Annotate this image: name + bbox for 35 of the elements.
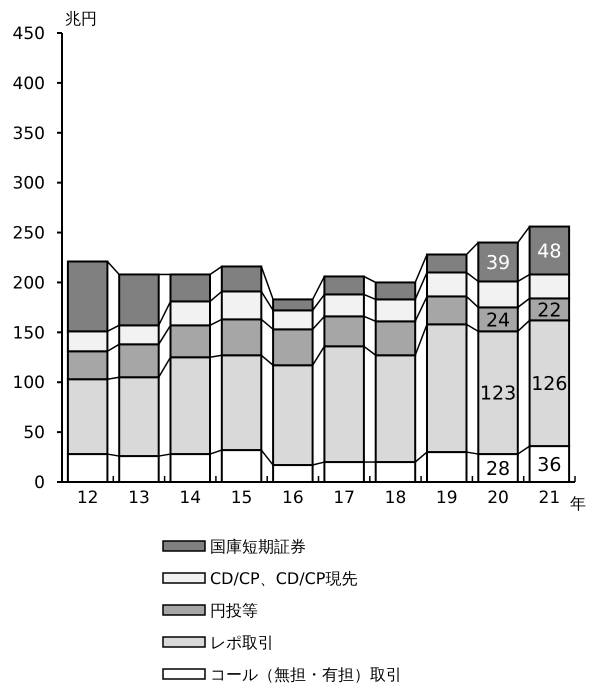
x-tick-label: 17 <box>333 488 355 508</box>
x-tick-label: 18 <box>384 488 406 508</box>
y-tick-label: 200 <box>12 273 45 294</box>
legend-label: 円投等 <box>210 601 258 620</box>
legend-label: CD/CP、CD/CP現先 <box>210 569 358 588</box>
y-tick-label: 450 <box>12 24 45 44</box>
x-tick-label: 21 <box>538 488 560 508</box>
data-label: 28 <box>486 458 510 480</box>
y-tick-label: 400 <box>12 74 45 94</box>
legend-label: 国庫短期証券 <box>210 537 306 556</box>
data-label: 123 <box>480 382 516 405</box>
x-tick-label: 20 <box>487 488 509 508</box>
data-label: 24 <box>486 309 510 332</box>
data-label: 39 <box>486 252 510 274</box>
legend-label: レポ取引 <box>210 633 274 652</box>
legend-label: コール（無担・有担）取引 <box>210 665 402 684</box>
y-tick-label: 100 <box>12 373 45 394</box>
x-tick-label: 15 <box>230 488 252 508</box>
y-tick-label: 300 <box>12 174 45 194</box>
data-label: 48 <box>537 240 562 263</box>
y-tick-label: 150 <box>12 323 45 344</box>
x-tick-label: 14 <box>179 488 202 508</box>
y-tick-label: 350 <box>12 124 45 144</box>
x-tick-label: 16 <box>282 488 304 508</box>
x-tick-label: 13 <box>128 488 150 508</box>
y-tick-label: 0 <box>34 473 45 493</box>
y-tick-label: 50 <box>23 423 45 444</box>
data-label: 22 <box>537 299 562 322</box>
y-axis-title: 兆円 <box>65 9 97 28</box>
y-tick-label: 250 <box>12 224 45 244</box>
x-tick-label: 12 <box>76 488 98 508</box>
data-label: 126 <box>531 373 568 396</box>
x-axis-title: 年 <box>570 494 586 513</box>
data-label: 36 <box>537 454 562 476</box>
x-tick-label: 19 <box>436 488 458 508</box>
